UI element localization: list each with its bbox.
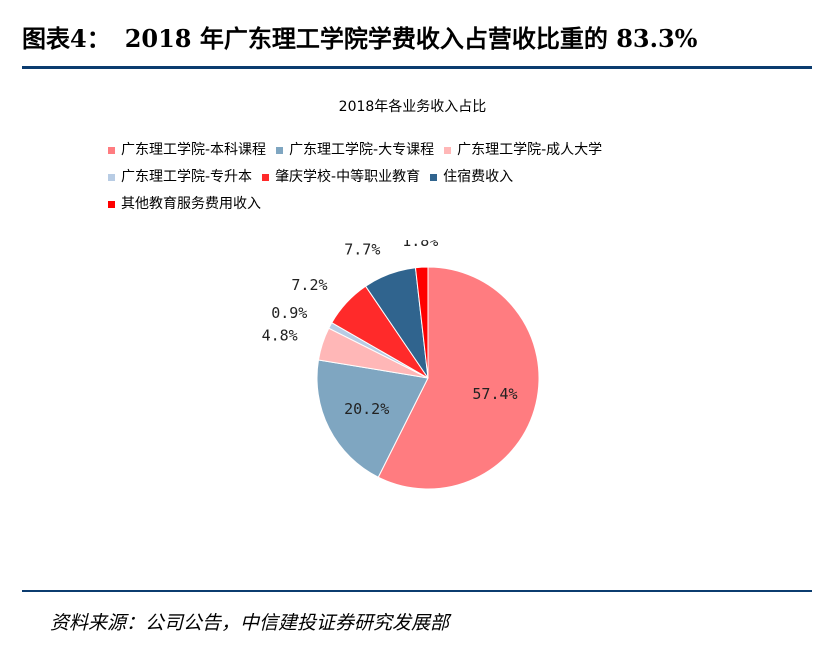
- legend-swatch: [108, 146, 115, 154]
- legend-label: 肇庆学校-中等职业教育: [275, 169, 421, 185]
- pie-slice: [316, 359, 429, 478]
- figure-title: 2018 年广东理工学院学费收入占营收比重的 83.3%: [124, 23, 698, 53]
- legend-label: 住宿费收入: [443, 169, 514, 185]
- pie-slice: [377, 266, 540, 490]
- slice-data-label: 1.8%: [402, 240, 438, 250]
- legend-item: 住宿费收入: [430, 170, 513, 184]
- slice-data-label: 57.4%: [472, 385, 517, 403]
- legend-swatch: [430, 173, 438, 181]
- legend-item: 广东理工学院-专升本: [108, 170, 252, 184]
- legend-item: 广东理工学院-成人大学: [444, 143, 602, 157]
- legend-item: 其他教育服务费用收入: [108, 197, 261, 211]
- legend-item: 广东理工学院-大专课程: [276, 143, 434, 157]
- legend-swatch: [108, 200, 115, 208]
- legend-label: 广东理工学院-大专课程: [289, 142, 435, 158]
- figure-label: 图表4：: [22, 23, 111, 53]
- chart-title: 2018年各业务收入占比: [338, 99, 487, 115]
- legend-label: 广东理工学院-本科课程: [121, 142, 267, 158]
- legend-item: 肇庆学校-中等职业教育: [262, 170, 420, 184]
- legend-row: 其他教育服务费用收入: [108, 197, 788, 211]
- slice-data-label: 7.2%: [291, 276, 327, 294]
- slice-data-label: 0.9%: [271, 304, 307, 322]
- pie-chart: 57.4% 20.2% 4.8% 0.9% 7.2% 7.7% 1.8%: [262, 240, 540, 490]
- legend-swatch: [108, 173, 115, 181]
- legend-row: 广东理工学院-本科课程 广东理工学院-大专课程 广东理工学院-成人大学: [108, 143, 788, 157]
- slice-data-label: 7.7%: [344, 241, 380, 259]
- legend-swatch: [262, 173, 270, 181]
- legend-swatch: [444, 146, 452, 154]
- legend-item: 广东理工学院-本科课程: [108, 143, 266, 157]
- legend-label: 其他教育服务费用收入: [121, 196, 261, 212]
- slice-data-label: 20.2%: [344, 400, 389, 418]
- legend-label: 广东理工学院-成人大学: [457, 142, 603, 158]
- header-rule: [22, 66, 812, 69]
- legend-swatch: [276, 146, 284, 154]
- chart-legend: 广东理工学院-本科课程 广东理工学院-大专课程 广东理工学院-成人大学 广东理工…: [108, 143, 788, 224]
- pie-slice: [414, 266, 429, 379]
- slice-data-label: 4.8%: [262, 327, 298, 345]
- figure-header: 图表4： 2018 年广东理工学院学费收入占营收比重的 83.3%: [22, 14, 812, 58]
- footer-rule: [22, 590, 812, 592]
- source-note: 资料来源：公司公告，中信建投证券研究发展部: [50, 612, 450, 634]
- legend-label: 广东理工学院-专升本: [121, 169, 253, 185]
- legend-row: 广东理工学院-专升本 肇庆学校-中等职业教育 住宿费收入: [108, 170, 788, 184]
